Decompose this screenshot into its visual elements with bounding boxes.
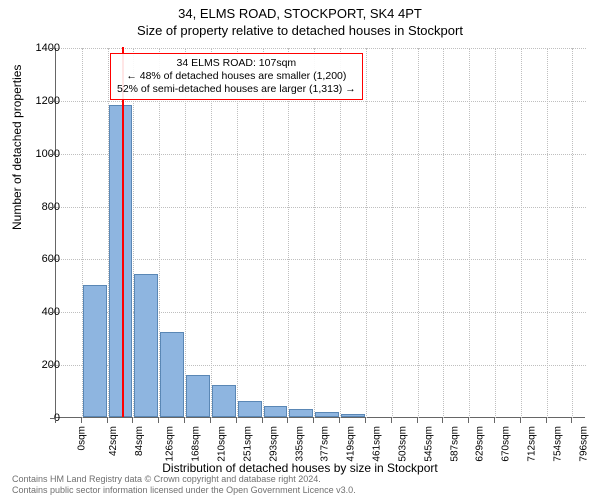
gridline-v <box>572 48 573 418</box>
xtick-label: 126sqm <box>165 426 176 462</box>
gridline-h <box>56 101 586 102</box>
xtick-mark <box>236 418 237 423</box>
ytick-mark <box>50 312 55 313</box>
gridline-v <box>443 48 444 418</box>
xtick-mark <box>313 418 314 423</box>
xtick-mark <box>365 418 366 423</box>
xtick-mark <box>339 418 340 423</box>
annotation-box: 34 ELMS ROAD: 107sqm ← 48% of detached h… <box>110 53 363 100</box>
histogram-bar <box>212 385 236 417</box>
gridline-v <box>495 48 496 418</box>
xtick-label: 503sqm <box>397 426 408 462</box>
xtick-mark <box>81 418 82 423</box>
xtick-label: 210sqm <box>217 426 228 462</box>
histogram-bar <box>186 375 210 417</box>
xtick-mark <box>417 418 418 423</box>
xtick-mark <box>210 418 211 423</box>
xtick-mark <box>132 418 133 423</box>
xtick-mark <box>494 418 495 423</box>
gridline-v <box>340 48 341 418</box>
ytick-mark <box>50 154 55 155</box>
xtick-mark <box>442 418 443 423</box>
histogram-bar <box>160 332 184 417</box>
xtick-label: 335sqm <box>294 426 305 462</box>
xtick-mark <box>55 418 56 423</box>
y-axis-label: Number of detached properties <box>10 65 24 230</box>
footer-line1: Contains HM Land Registry data © Crown c… <box>12 474 356 485</box>
annotation-line1: 34 ELMS ROAD: 107sqm <box>117 57 356 70</box>
ytick-mark <box>50 48 55 49</box>
gridline-v <box>521 48 522 418</box>
xtick-label: 629sqm <box>475 426 486 462</box>
footer-attribution: Contains HM Land Registry data © Crown c… <box>12 474 356 497</box>
xtick-label: 419sqm <box>346 426 357 462</box>
xtick-label: 168sqm <box>191 426 202 462</box>
histogram-bar <box>315 412 339 417</box>
xtick-label: 42sqm <box>108 426 119 456</box>
gridline-v <box>211 48 212 418</box>
gridline-h <box>56 207 586 208</box>
xtick-mark <box>520 418 521 423</box>
xtick-mark <box>262 418 263 423</box>
xtick-label: 377sqm <box>320 426 331 462</box>
xtick-label: 587sqm <box>449 426 460 462</box>
gridline-v <box>469 48 470 418</box>
xtick-mark <box>546 418 547 423</box>
xtick-label: 251sqm <box>243 426 254 462</box>
chart-subtitle: Size of property relative to detached ho… <box>0 21 600 38</box>
xtick-label: 545sqm <box>423 426 434 462</box>
gridline-v <box>366 48 367 418</box>
page-title: 34, ELMS ROAD, STOCKPORT, SK4 4PT <box>0 0 600 21</box>
xtick-mark <box>158 418 159 423</box>
ytick-mark <box>50 365 55 366</box>
annotation-line2: ← 48% of detached houses are smaller (1,… <box>117 70 356 83</box>
ytick-mark <box>50 101 55 102</box>
gridline-v <box>263 48 264 418</box>
footer-line2: Contains public sector information licen… <box>12 485 356 496</box>
histogram-bar <box>83 285 107 417</box>
gridline-h <box>56 259 586 260</box>
xtick-label: 293sqm <box>268 426 279 462</box>
xtick-label: 754sqm <box>552 426 563 462</box>
ytick-mark <box>50 259 55 260</box>
xtick-label: 670sqm <box>501 426 512 462</box>
gridline-h <box>56 154 586 155</box>
xtick-label: 84sqm <box>134 426 145 456</box>
gridline-v <box>392 48 393 418</box>
histogram-bar <box>341 414 365 417</box>
gridline-v <box>185 48 186 418</box>
xtick-mark <box>468 418 469 423</box>
chart-container: 34 ELMS ROAD: 107sqm ← 48% of detached h… <box>55 48 585 418</box>
annotation-line3: 52% of semi-detached houses are larger (… <box>117 83 356 96</box>
xtick-mark <box>287 418 288 423</box>
histogram-bar <box>238 401 262 417</box>
histogram-bar <box>134 274 158 417</box>
property-marker-line <box>122 47 124 417</box>
gridline-v <box>418 48 419 418</box>
histogram-bar <box>264 406 288 417</box>
xtick-mark <box>184 418 185 423</box>
histogram-bar <box>289 409 313 417</box>
xtick-mark <box>107 418 108 423</box>
xtick-label: 0sqm <box>76 426 87 450</box>
plot-area <box>55 48 585 418</box>
xtick-label: 461sqm <box>372 426 383 462</box>
histogram-bar <box>109 105 133 417</box>
xtick-label: 796sqm <box>578 426 589 462</box>
gridline-v <box>547 48 548 418</box>
gridline-v <box>314 48 315 418</box>
gridline-v <box>288 48 289 418</box>
xtick-mark <box>571 418 572 423</box>
gridline-h <box>56 48 586 49</box>
gridline-v <box>237 48 238 418</box>
ytick-mark <box>50 207 55 208</box>
xtick-label: 712sqm <box>527 426 538 462</box>
xtick-mark <box>391 418 392 423</box>
